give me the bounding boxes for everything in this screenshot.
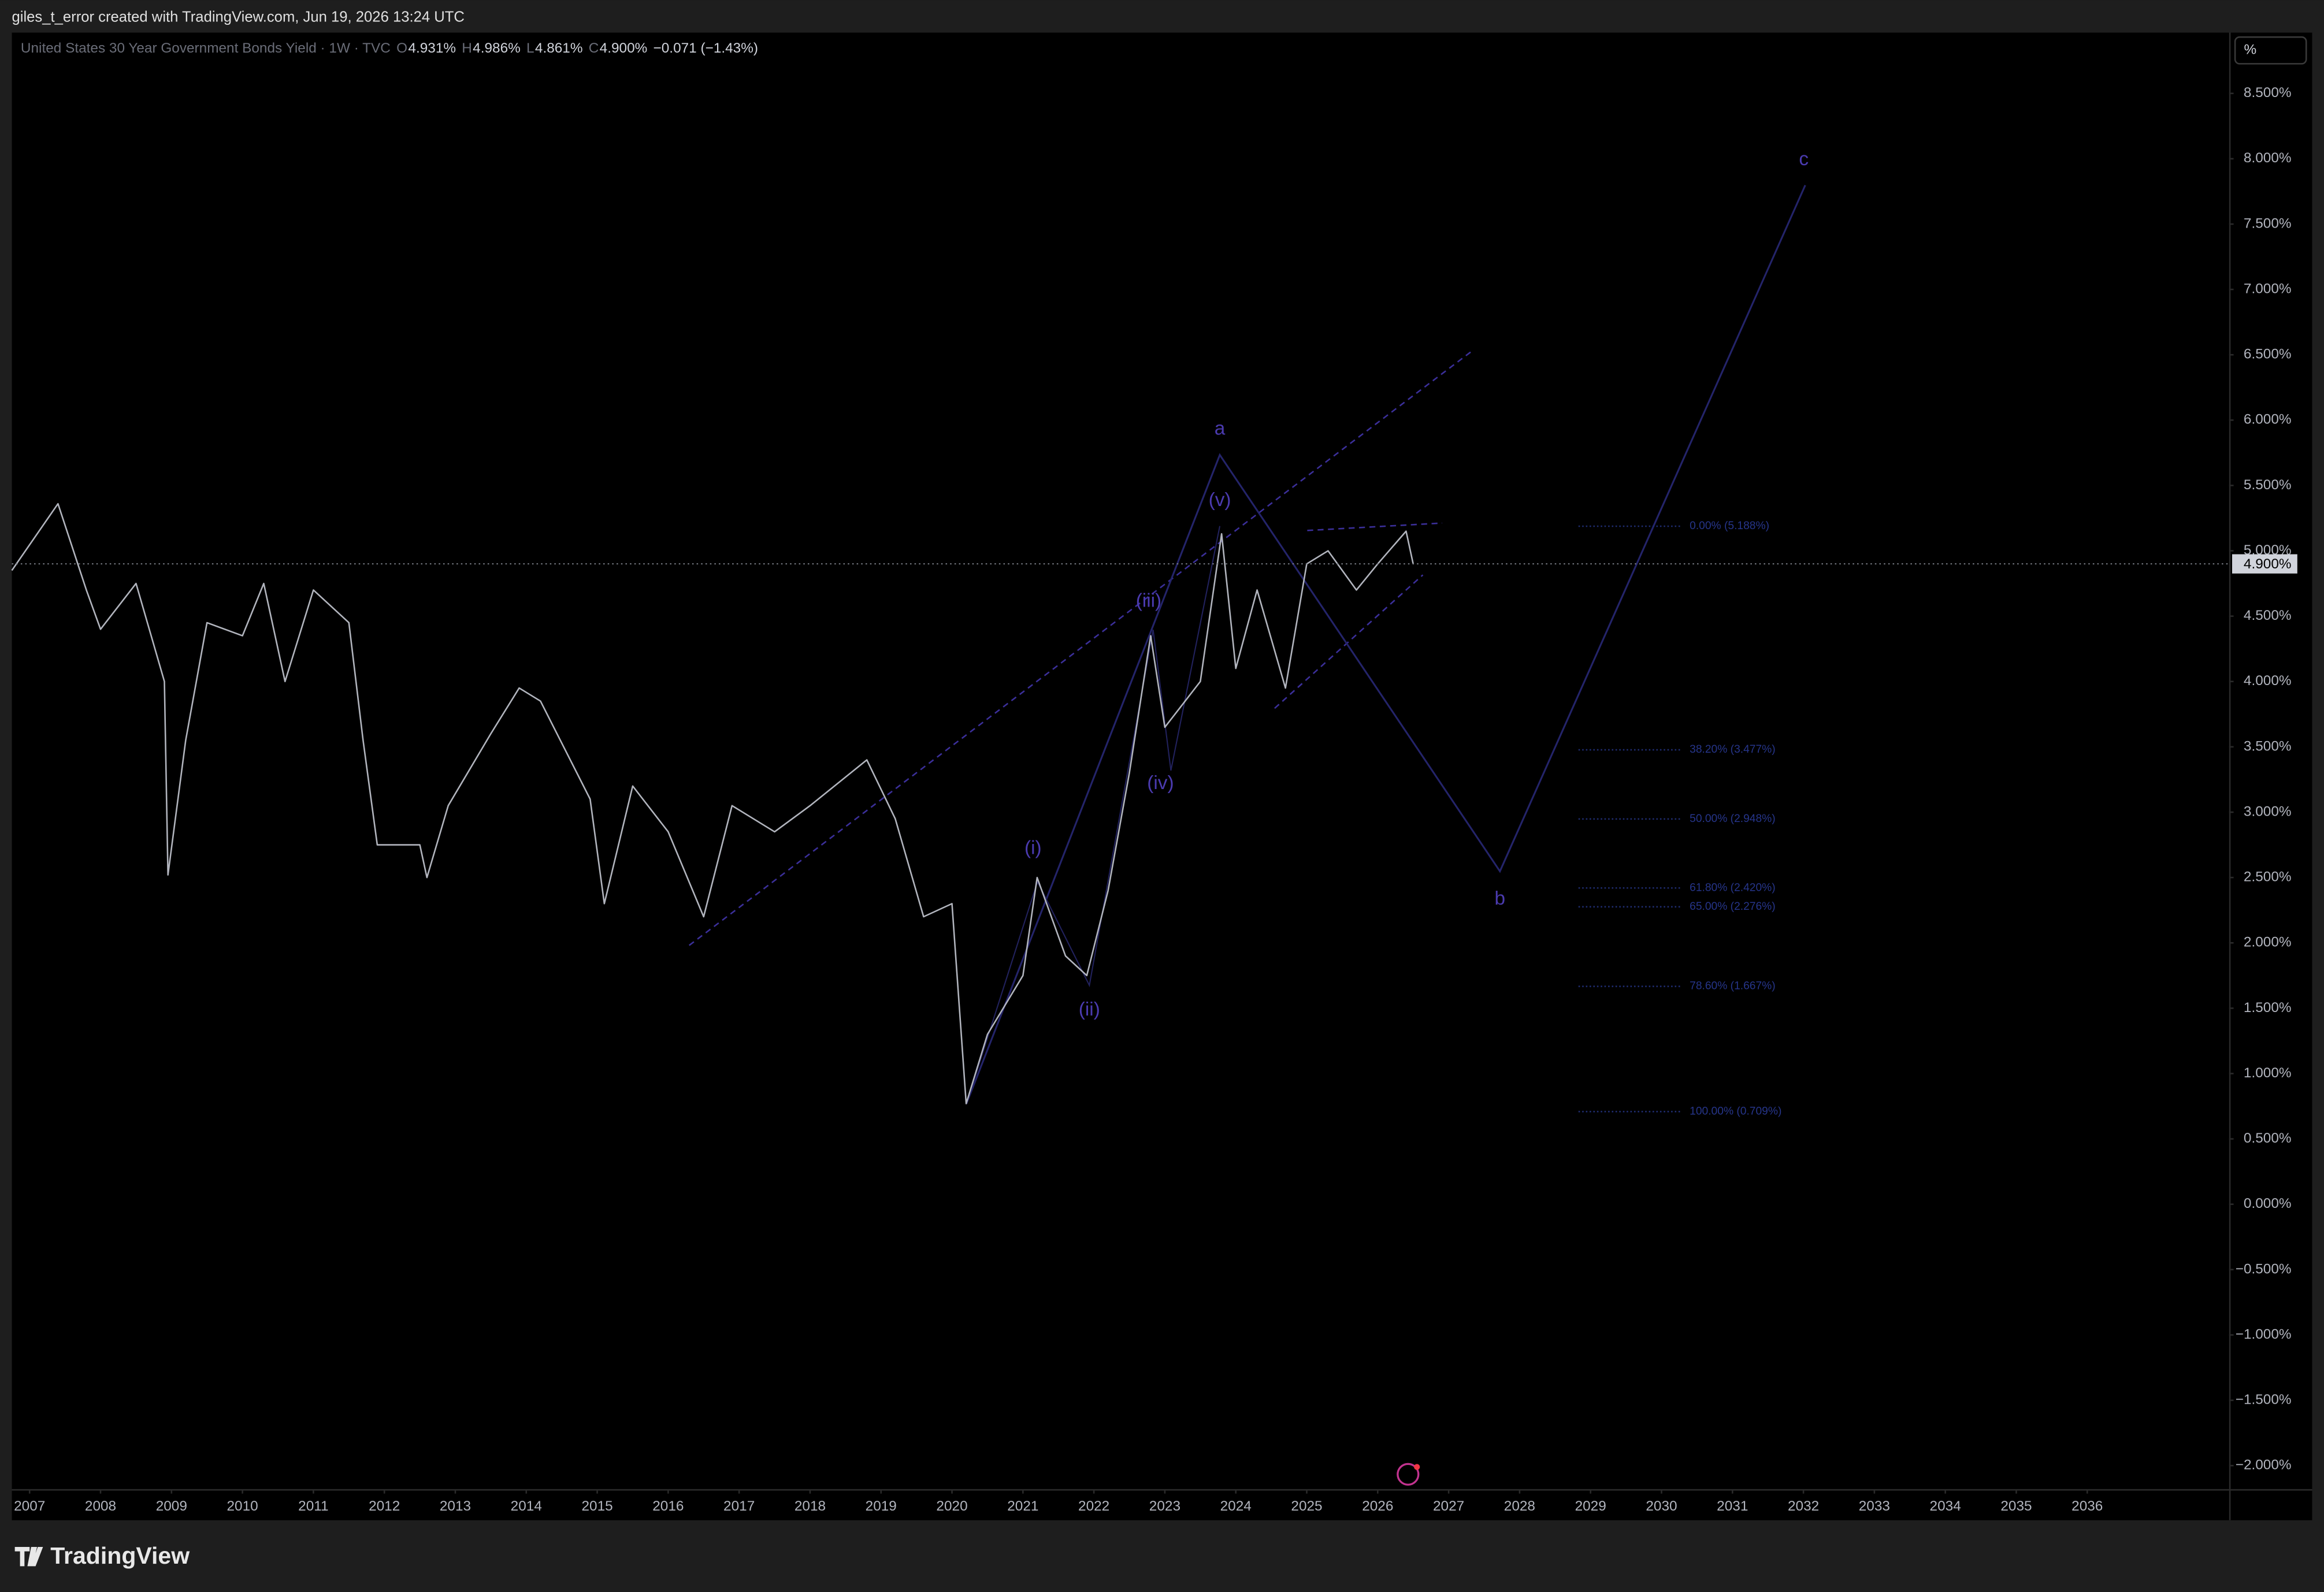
x-tick-label: 2035: [2000, 1498, 2032, 1514]
last-price-box: [2232, 554, 2297, 574]
x-tick-label: 2020: [936, 1498, 967, 1514]
wave-label: (v): [1209, 489, 1231, 511]
wave-label: (ii): [1079, 999, 1100, 1020]
x-tick-label: 2019: [866, 1498, 897, 1514]
ohlc-key: L: [526, 40, 534, 56]
fib-label: 50.00% (2.948%): [1690, 813, 1776, 825]
y-tick-label: −2.000%: [2236, 1457, 2292, 1473]
x-tick-label: 2028: [1504, 1498, 1535, 1514]
y-tick-label: −1.500%: [2236, 1392, 2292, 1408]
y-tick-label: 6.500%: [2244, 347, 2292, 362]
y-tick-label: 1.500%: [2244, 1000, 2292, 1016]
ohlc-value: 4.986%: [473, 40, 521, 56]
drawings: [688, 185, 1806, 1104]
x-tick-label: 2033: [1859, 1498, 1890, 1514]
price-axis: [2229, 32, 2312, 1489]
y-tick-label: −1.000%: [2236, 1326, 2292, 1342]
x-tick-label: 2029: [1575, 1498, 1606, 1514]
y-tick-label: 0.500%: [2244, 1130, 2292, 1146]
x-tick-label: 2016: [652, 1498, 684, 1514]
x-tick-label: 2012: [369, 1498, 400, 1514]
credit: giles_t_error created with TradingView.c…: [12, 9, 465, 25]
x-tick-label: 2009: [156, 1498, 187, 1514]
x-tick-label: 2034: [1930, 1498, 1961, 1514]
y-tick-label: −0.500%: [2236, 1261, 2292, 1277]
y-tick-label: 3.000%: [2244, 804, 2292, 819]
y-tick-label: 4.500%: [2244, 608, 2292, 623]
wave-label: (iii): [1136, 590, 1161, 611]
x-tick-label: 2026: [1362, 1498, 1393, 1514]
x-tick-label: 2031: [1717, 1498, 1748, 1514]
channel-line: [1274, 574, 1424, 709]
x-tick-label: 2015: [581, 1498, 612, 1514]
wave-label: (i): [1024, 838, 1042, 859]
y-tick-label: 2.000%: [2244, 935, 2292, 950]
y-tick-label: 8.000%: [2244, 150, 2292, 166]
event-dot[interactable]: [1414, 1464, 1420, 1470]
wave-label: a: [1215, 418, 1226, 440]
fib-label: 78.60% (1.667%): [1690, 980, 1776, 992]
x-tick-label: 2017: [723, 1498, 755, 1514]
x-tick-label: 2021: [1007, 1498, 1038, 1514]
y-tick-label: 1.000%: [2244, 1065, 2292, 1081]
x-tick-label: 2036: [2071, 1498, 2103, 1514]
ohlc-change: −0.071 (−1.43%): [654, 40, 758, 56]
y-tick-label: 6.000%: [2244, 412, 2292, 427]
x-tick-label: 2018: [795, 1498, 826, 1514]
fib-label: 0.00% (5.188%): [1690, 520, 1769, 532]
x-tick-label: 2023: [1149, 1498, 1180, 1514]
x-tick-label: 2008: [85, 1498, 116, 1514]
fib-label: 38.20% (3.477%): [1690, 743, 1776, 756]
unit-button[interactable]: [2234, 36, 2307, 65]
x-tick-label: 2007: [14, 1498, 45, 1514]
x-tick-label: 2013: [440, 1498, 471, 1514]
unit-button-label[interactable]: %: [2244, 42, 2256, 58]
channel-line: [1307, 522, 1442, 531]
y-tick-label: 7.000%: [2244, 281, 2292, 296]
wave-label: c: [1799, 148, 1809, 170]
abc-line: [965, 185, 1806, 1104]
impulse-line: [966, 526, 1221, 1104]
ohlc-value: 4.931%: [408, 40, 456, 56]
wave-label: (iv): [1147, 772, 1174, 794]
logo-text[interactable]: TradingView: [50, 1542, 190, 1569]
x-tick-label: 2011: [298, 1498, 328, 1514]
last-price-label: 4.900%: [2244, 556, 2292, 572]
fib-label: 61.80% (2.420%): [1690, 881, 1776, 894]
ohlc-key: O: [396, 40, 407, 56]
x-tick-label: 2014: [511, 1498, 542, 1514]
x-tick-label: 2032: [1788, 1498, 1819, 1514]
y-tick-label: 3.500%: [2244, 738, 2292, 754]
x-tick-label: 2024: [1220, 1498, 1252, 1514]
y-tick-label: 0.000%: [2244, 1196, 2292, 1211]
ohlc-key: C: [589, 40, 599, 56]
y-tick-label: 2.500%: [2244, 869, 2292, 885]
plot-area: [12, 32, 2229, 1489]
ohlc-key: H: [462, 40, 472, 56]
event-icon[interactable]: [1397, 1463, 1420, 1486]
y-tick-label: 7.500%: [2244, 215, 2292, 231]
ohlc-value: 4.900%: [600, 40, 648, 56]
x-tick-label: 2025: [1291, 1498, 1322, 1514]
fib-label: 65.00% (2.276%): [1690, 901, 1776, 913]
x-tick-label: 2027: [1433, 1498, 1464, 1514]
y-tick-label: 8.500%: [2244, 85, 2292, 101]
x-tick-label: 2022: [1078, 1498, 1109, 1514]
y-tick-label: 4.000%: [2244, 673, 2292, 689]
ohlc-value: 4.861%: [535, 40, 583, 56]
price-line: [11, 503, 1414, 1104]
logo-mark[interactable]: [14, 1546, 43, 1567]
fib-label: 100.00% (0.709%): [1690, 1105, 1781, 1117]
x-tick-label: 2010: [227, 1498, 258, 1514]
time-axis: [12, 1489, 2312, 1520]
wave-label: b: [1495, 888, 1506, 909]
logo[interactable]: TradingView: [14, 1542, 190, 1569]
symbol-title: United States 30 Year Government Bonds Y…: [21, 40, 391, 56]
y-tick-label: 5.500%: [2244, 477, 2292, 493]
channel-line: [688, 350, 1472, 946]
x-tick-label: 2030: [1646, 1498, 1677, 1514]
